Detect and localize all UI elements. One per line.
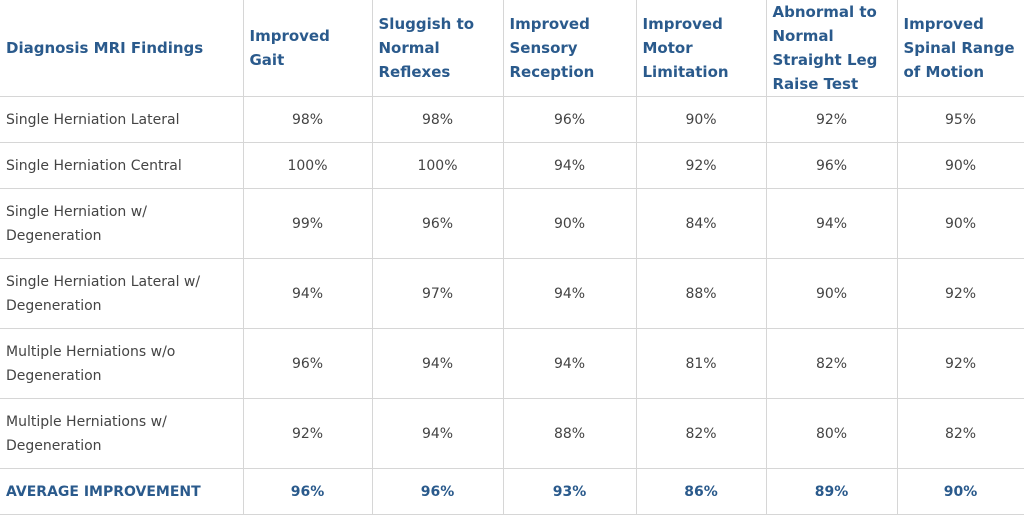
value-cell: 100% bbox=[371, 142, 504, 189]
average-value-cell: 86% bbox=[635, 468, 767, 515]
value-cell: 90% bbox=[765, 258, 898, 329]
value-cell: 80% bbox=[765, 398, 898, 469]
diagnosis-cell: Multiple Herniations w/o Degeneration bbox=[0, 328, 244, 399]
value-cell: 90% bbox=[896, 188, 1024, 259]
value-cell: 92% bbox=[896, 328, 1024, 399]
value-cell: 84% bbox=[635, 188, 767, 259]
table-row: Single Herniation Lateral 98% 98% 96% 90… bbox=[0, 96, 1024, 143]
column-header-sluggish-to-normal-reflexes: Sluggish to Normal Reflexes bbox=[371, 0, 504, 97]
column-header-spinal-range-of-motion: Improved Spinal Range of Motion bbox=[896, 0, 1024, 97]
table-row: Multiple Herniations w/ Degeneration 92%… bbox=[0, 398, 1024, 469]
value-cell: 88% bbox=[502, 398, 637, 469]
value-cell: 82% bbox=[896, 398, 1024, 469]
column-header-improved-sensory-reception: Improved Sensory Reception bbox=[502, 0, 637, 97]
value-cell: 95% bbox=[896, 96, 1024, 143]
value-cell: 92% bbox=[765, 96, 898, 143]
value-cell: 94% bbox=[242, 258, 373, 329]
average-value-cell: 93% bbox=[502, 468, 637, 515]
value-cell: 96% bbox=[371, 188, 504, 259]
value-cell: 94% bbox=[502, 142, 637, 189]
diagnosis-cell: Single Herniation Lateral w/ Degeneratio… bbox=[0, 258, 244, 329]
table-row: Multiple Herniations w/o Degeneration 96… bbox=[0, 328, 1024, 399]
value-cell: 88% bbox=[635, 258, 767, 329]
average-value-cell: 96% bbox=[371, 468, 504, 515]
header-row: Diagnosis MRI Findings Improved Gait Slu… bbox=[0, 0, 1024, 97]
value-cell: 94% bbox=[371, 328, 504, 399]
value-cell: 92% bbox=[896, 258, 1024, 329]
value-cell: 90% bbox=[635, 96, 767, 143]
value-cell: 92% bbox=[635, 142, 767, 189]
value-cell: 96% bbox=[765, 142, 898, 189]
diagnosis-cell: Single Herniation Lateral bbox=[0, 96, 244, 143]
value-cell: 94% bbox=[502, 328, 637, 399]
average-value-cell: 90% bbox=[896, 468, 1024, 515]
table-row: Single Herniation Lateral w/ Degeneratio… bbox=[0, 258, 1024, 329]
column-header-diagnosis: Diagnosis MRI Findings bbox=[0, 0, 244, 97]
value-cell: 94% bbox=[502, 258, 637, 329]
diagnosis-cell: Multiple Herniations w/ Degeneration bbox=[0, 398, 244, 469]
value-cell: 98% bbox=[371, 96, 504, 143]
table-row: Single Herniation w/ Degeneration 99% 96… bbox=[0, 188, 1024, 259]
value-cell: 90% bbox=[502, 188, 637, 259]
average-label: AVERAGE IMPROVEMENT bbox=[0, 468, 244, 515]
value-cell: 100% bbox=[242, 142, 373, 189]
value-cell: 82% bbox=[765, 328, 898, 399]
value-cell: 96% bbox=[502, 96, 637, 143]
value-cell: 92% bbox=[242, 398, 373, 469]
value-cell: 98% bbox=[242, 96, 373, 143]
column-header-straight-leg-raise-test: Abnormal to Normal Straight Leg Raise Te… bbox=[765, 0, 898, 97]
column-header-improved-motor-limitation: Improved Motor Limitation bbox=[635, 0, 767, 97]
value-cell: 99% bbox=[242, 188, 373, 259]
average-value-cell: 96% bbox=[242, 468, 373, 515]
average-value-cell: 89% bbox=[765, 468, 898, 515]
value-cell: 97% bbox=[371, 258, 504, 329]
value-cell: 90% bbox=[896, 142, 1024, 189]
value-cell: 82% bbox=[635, 398, 767, 469]
average-row: AVERAGE IMPROVEMENT 96% 96% 93% 86% 89% … bbox=[0, 468, 1024, 515]
value-cell: 96% bbox=[242, 328, 373, 399]
diagnosis-cell: Single Herniation Central bbox=[0, 142, 244, 189]
value-cell: 94% bbox=[371, 398, 504, 469]
column-header-improved-gait: Improved Gait bbox=[242, 0, 373, 97]
value-cell: 81% bbox=[635, 328, 767, 399]
diagnosis-cell: Single Herniation w/ Degeneration bbox=[0, 188, 244, 259]
table-row: Single Herniation Central 100% 100% 94% … bbox=[0, 142, 1024, 189]
value-cell: 94% bbox=[765, 188, 898, 259]
